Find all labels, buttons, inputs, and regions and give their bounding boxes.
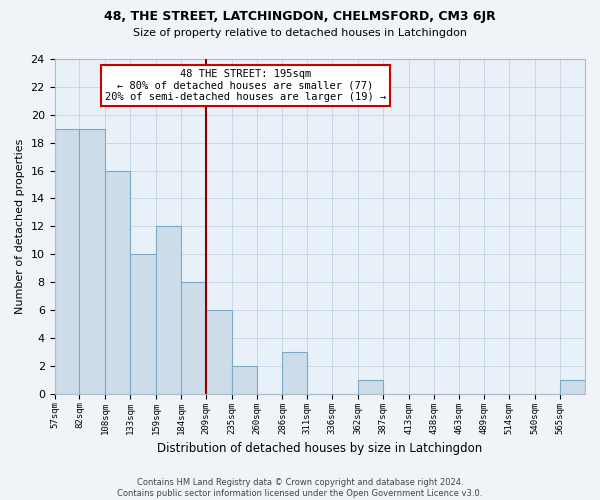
Text: Size of property relative to detached houses in Latchingdon: Size of property relative to detached ho… xyxy=(133,28,467,38)
Text: Contains HM Land Registry data © Crown copyright and database right 2024.
Contai: Contains HM Land Registry data © Crown c… xyxy=(118,478,482,498)
Y-axis label: Number of detached properties: Number of detached properties xyxy=(15,138,25,314)
Bar xyxy=(206,310,232,394)
Bar xyxy=(156,226,181,394)
X-axis label: Distribution of detached houses by size in Latchingdon: Distribution of detached houses by size … xyxy=(157,442,482,455)
Bar xyxy=(105,170,130,394)
Bar xyxy=(560,380,585,394)
Bar xyxy=(283,352,307,394)
Bar xyxy=(79,128,105,394)
Bar xyxy=(55,128,79,394)
Text: 48, THE STREET, LATCHINGDON, CHELMSFORD, CM3 6JR: 48, THE STREET, LATCHINGDON, CHELMSFORD,… xyxy=(104,10,496,23)
Bar xyxy=(232,366,257,394)
Bar xyxy=(181,282,206,394)
Bar xyxy=(130,254,156,394)
Bar xyxy=(358,380,383,394)
Text: 48 THE STREET: 195sqm
← 80% of detached houses are smaller (77)
20% of semi-deta: 48 THE STREET: 195sqm ← 80% of detached … xyxy=(105,69,386,102)
